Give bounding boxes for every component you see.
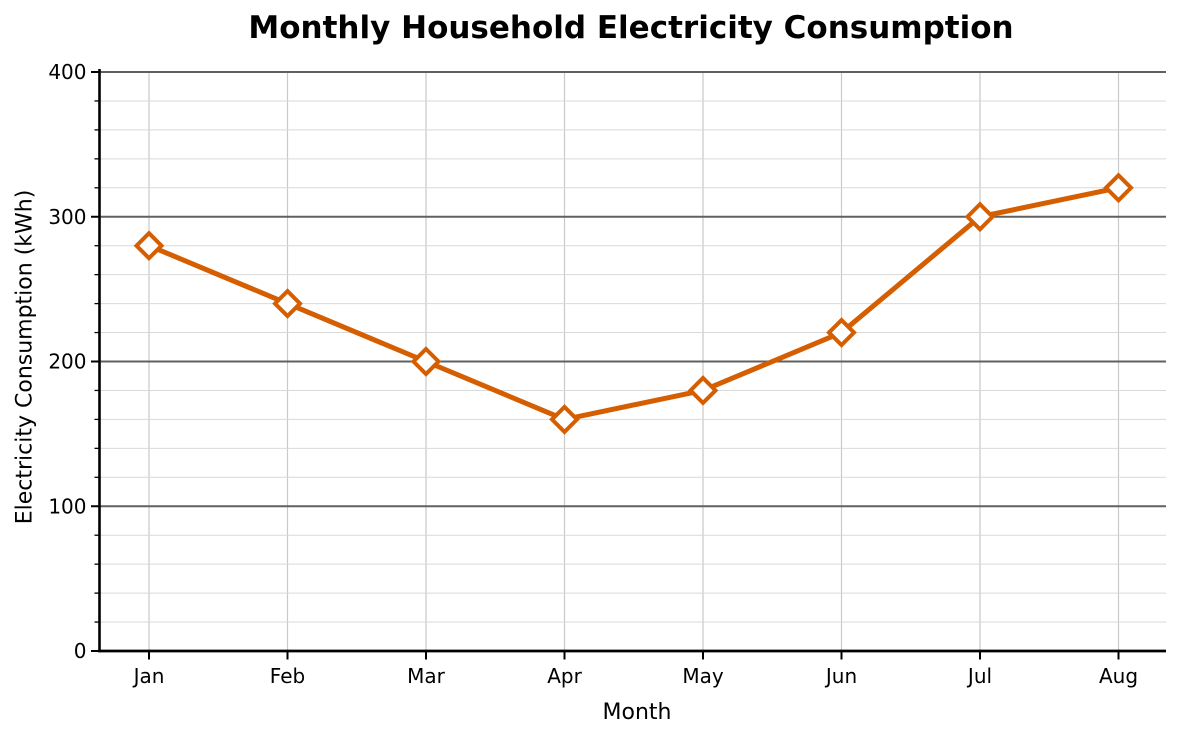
x-tick-labels: Jan Feb Mar Apr May Jun Jul Aug — [132, 664, 1138, 688]
y-tick-label: 100 — [48, 494, 86, 518]
chart-title: Monthly Household Electricity Consumptio… — [248, 10, 1013, 46]
data-point-marker — [133, 230, 165, 262]
y-tick-label: 0 — [74, 639, 87, 663]
axis-ticks — [91, 71, 1120, 660]
y-tick-labels: 0 100 200 300 400 — [48, 60, 86, 663]
horizontal-major-gridlines — [99, 71, 1166, 508]
data-point-marker — [826, 317, 857, 348]
x-tick-label: Aug — [1099, 664, 1138, 688]
series-line — [146, 185, 1121, 422]
data-point-marker — [410, 346, 442, 377]
y-tick-label: 300 — [48, 205, 86, 229]
x-axis-label: Month — [603, 700, 672, 725]
x-tick-label: Jan — [132, 664, 165, 688]
data-point-marker — [272, 288, 303, 319]
x-tick-label: Jul — [966, 664, 992, 688]
x-tick-label: Feb — [270, 664, 305, 688]
data-point-marker — [549, 404, 580, 435]
y-tick-label: 200 — [48, 350, 86, 374]
x-tick-label: Mar — [407, 664, 446, 688]
data-point-marker — [964, 201, 996, 233]
x-tick-label: Jun — [824, 664, 857, 688]
data-point-marker — [687, 375, 719, 406]
x-tick-label: Apr — [547, 664, 582, 688]
y-tick-label: 400 — [48, 60, 86, 84]
horizontal-minor-gridlines — [99, 100, 1166, 623]
y-axis-label: Electricity Consumption (kWh) — [13, 190, 38, 525]
data-series — [133, 172, 1134, 435]
x-tick-label: May — [682, 664, 724, 688]
data-point-marker — [1103, 172, 1134, 204]
